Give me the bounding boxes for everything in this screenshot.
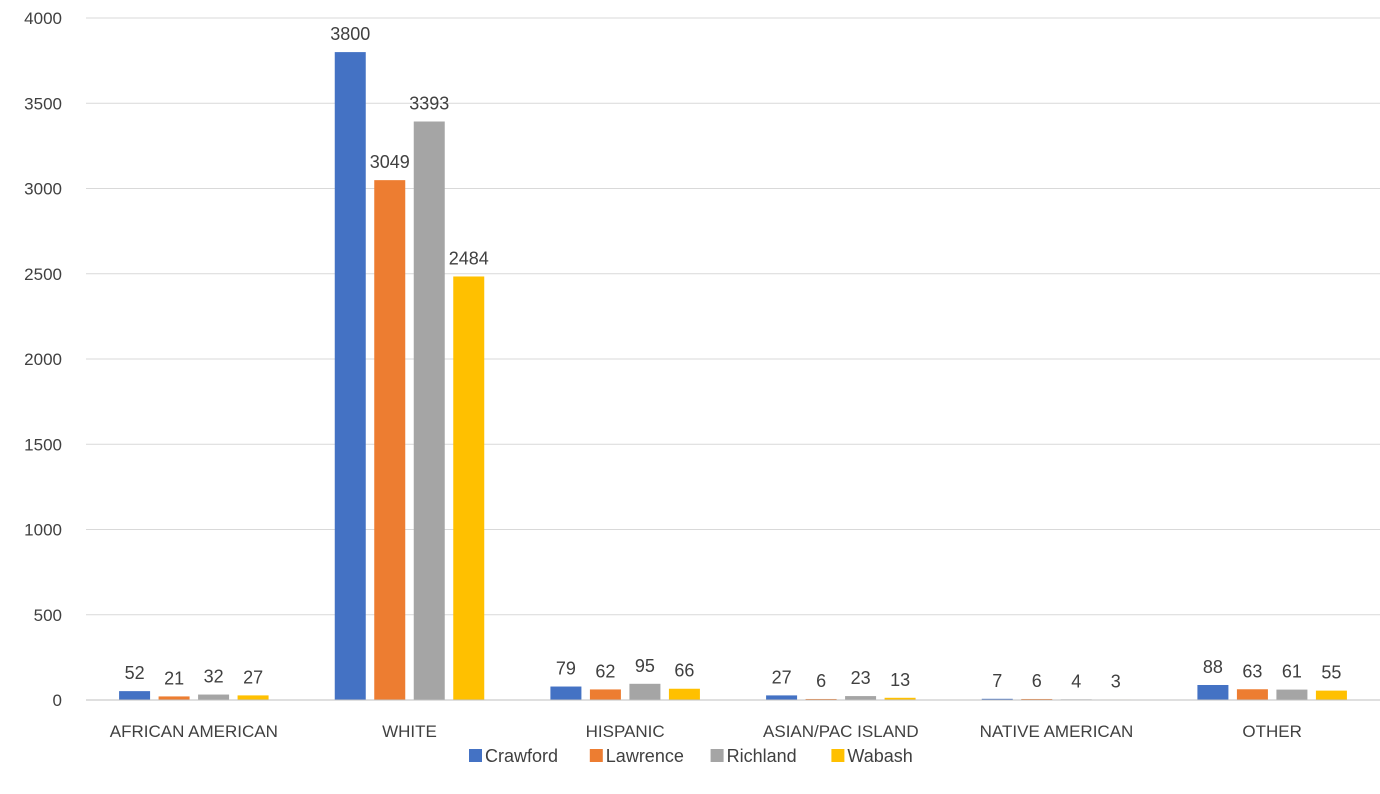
bar-lawrence [805,698,837,700]
bar-crawford [334,52,366,701]
bar-lawrence [1021,698,1053,700]
legend-swatch-lawrence [589,749,603,762]
bar-crawford [550,686,582,700]
data-label: 55 [1321,663,1341,683]
data-label: 7 [992,671,1002,691]
bar-lawrence [1236,689,1268,700]
bar-wabash [1315,690,1347,700]
y-tick-label: 3500 [24,94,62,113]
y-tick-label: 2500 [24,265,62,284]
y-tick-label: 4000 [24,9,62,28]
data-label: 2484 [449,248,489,268]
x-axis: AFRICAN AMERICAN WHITE HISPANIC ASIAN/PAC I… [86,699,1380,741]
legend-swatch-wabash [831,749,845,762]
data-label: 52 [125,663,145,683]
bar-wabash [884,697,916,700]
data-label: 66 [674,661,694,681]
y-axis-tick-labels: 0 500 1000 1500 2000 2500 3000 3500 4000 [24,9,62,710]
data-label: 27 [243,667,263,687]
data-label: 95 [635,656,655,676]
bar-wabash [453,276,485,700]
data-label: 23 [851,668,871,688]
bar-richland [1276,689,1308,700]
data-label: 27 [772,667,792,687]
y-tick-label: 2000 [24,350,62,369]
bar-wabash [237,695,269,700]
data-label: 3393 [409,93,449,113]
y-tick-label: 0 [53,691,62,710]
data-label: 62 [595,661,615,681]
data-label: 61 [1282,662,1302,682]
legend-label: Wabash [847,746,912,766]
x-category-label: NATIVE AMERICAN [980,722,1134,741]
data-label: 63 [1242,661,1262,681]
data-label: 4 [1071,671,1081,691]
x-category-label: ASIAN/PAC ISLAND [763,722,919,741]
legend-label: Richland [727,746,797,766]
y-tick-label: 1000 [24,521,62,540]
data-label: 32 [204,667,224,687]
legend-label: Lawrence [606,746,684,766]
data-label: 79 [556,659,576,679]
y-tick-label: 500 [34,606,62,625]
legend-swatch-crawford [469,749,482,762]
legend: Crawford Lawrence Richland Wabash [469,746,913,766]
data-label: 21 [164,668,184,688]
bar-lawrence [374,180,406,700]
bar-richland [413,121,445,700]
gridlines [86,17,1380,616]
data-label: 6 [816,671,826,691]
bar-crawford [1197,684,1229,700]
data-labels: 52 21 32 27 3800 3049 3393 2484 79 62 95 66 27 6 23 13 7… [125,24,1342,691]
bar-richland [629,683,661,700]
y-tick-label: 3000 [24,180,62,199]
data-label: 3049 [370,152,410,172]
data-label: 13 [890,670,910,690]
bar-lawrence [158,696,190,700]
data-label: 6 [1032,671,1042,691]
x-category-label: AFRICAN AMERICAN [110,722,278,741]
bar-richland [845,696,877,700]
y-tick-label: 1500 [24,435,62,454]
legend-swatch-richland [710,749,724,762]
bar-crawford [119,691,151,700]
x-category-label: HISPANIC [586,722,665,741]
bar-lawrence [589,689,621,700]
bar-crawford [981,698,1013,700]
bar-crawford [766,695,798,700]
legend-label: Crawford [485,746,558,766]
x-category-label: OTHER [1242,722,1302,741]
bars [119,52,1347,701]
data-label: 88 [1203,657,1223,677]
bar-wabash [668,688,700,700]
bar-richland [198,694,230,700]
x-category-label: WHITE [382,722,437,741]
data-label: 3 [1111,671,1121,691]
data-label: 3800 [330,24,370,44]
